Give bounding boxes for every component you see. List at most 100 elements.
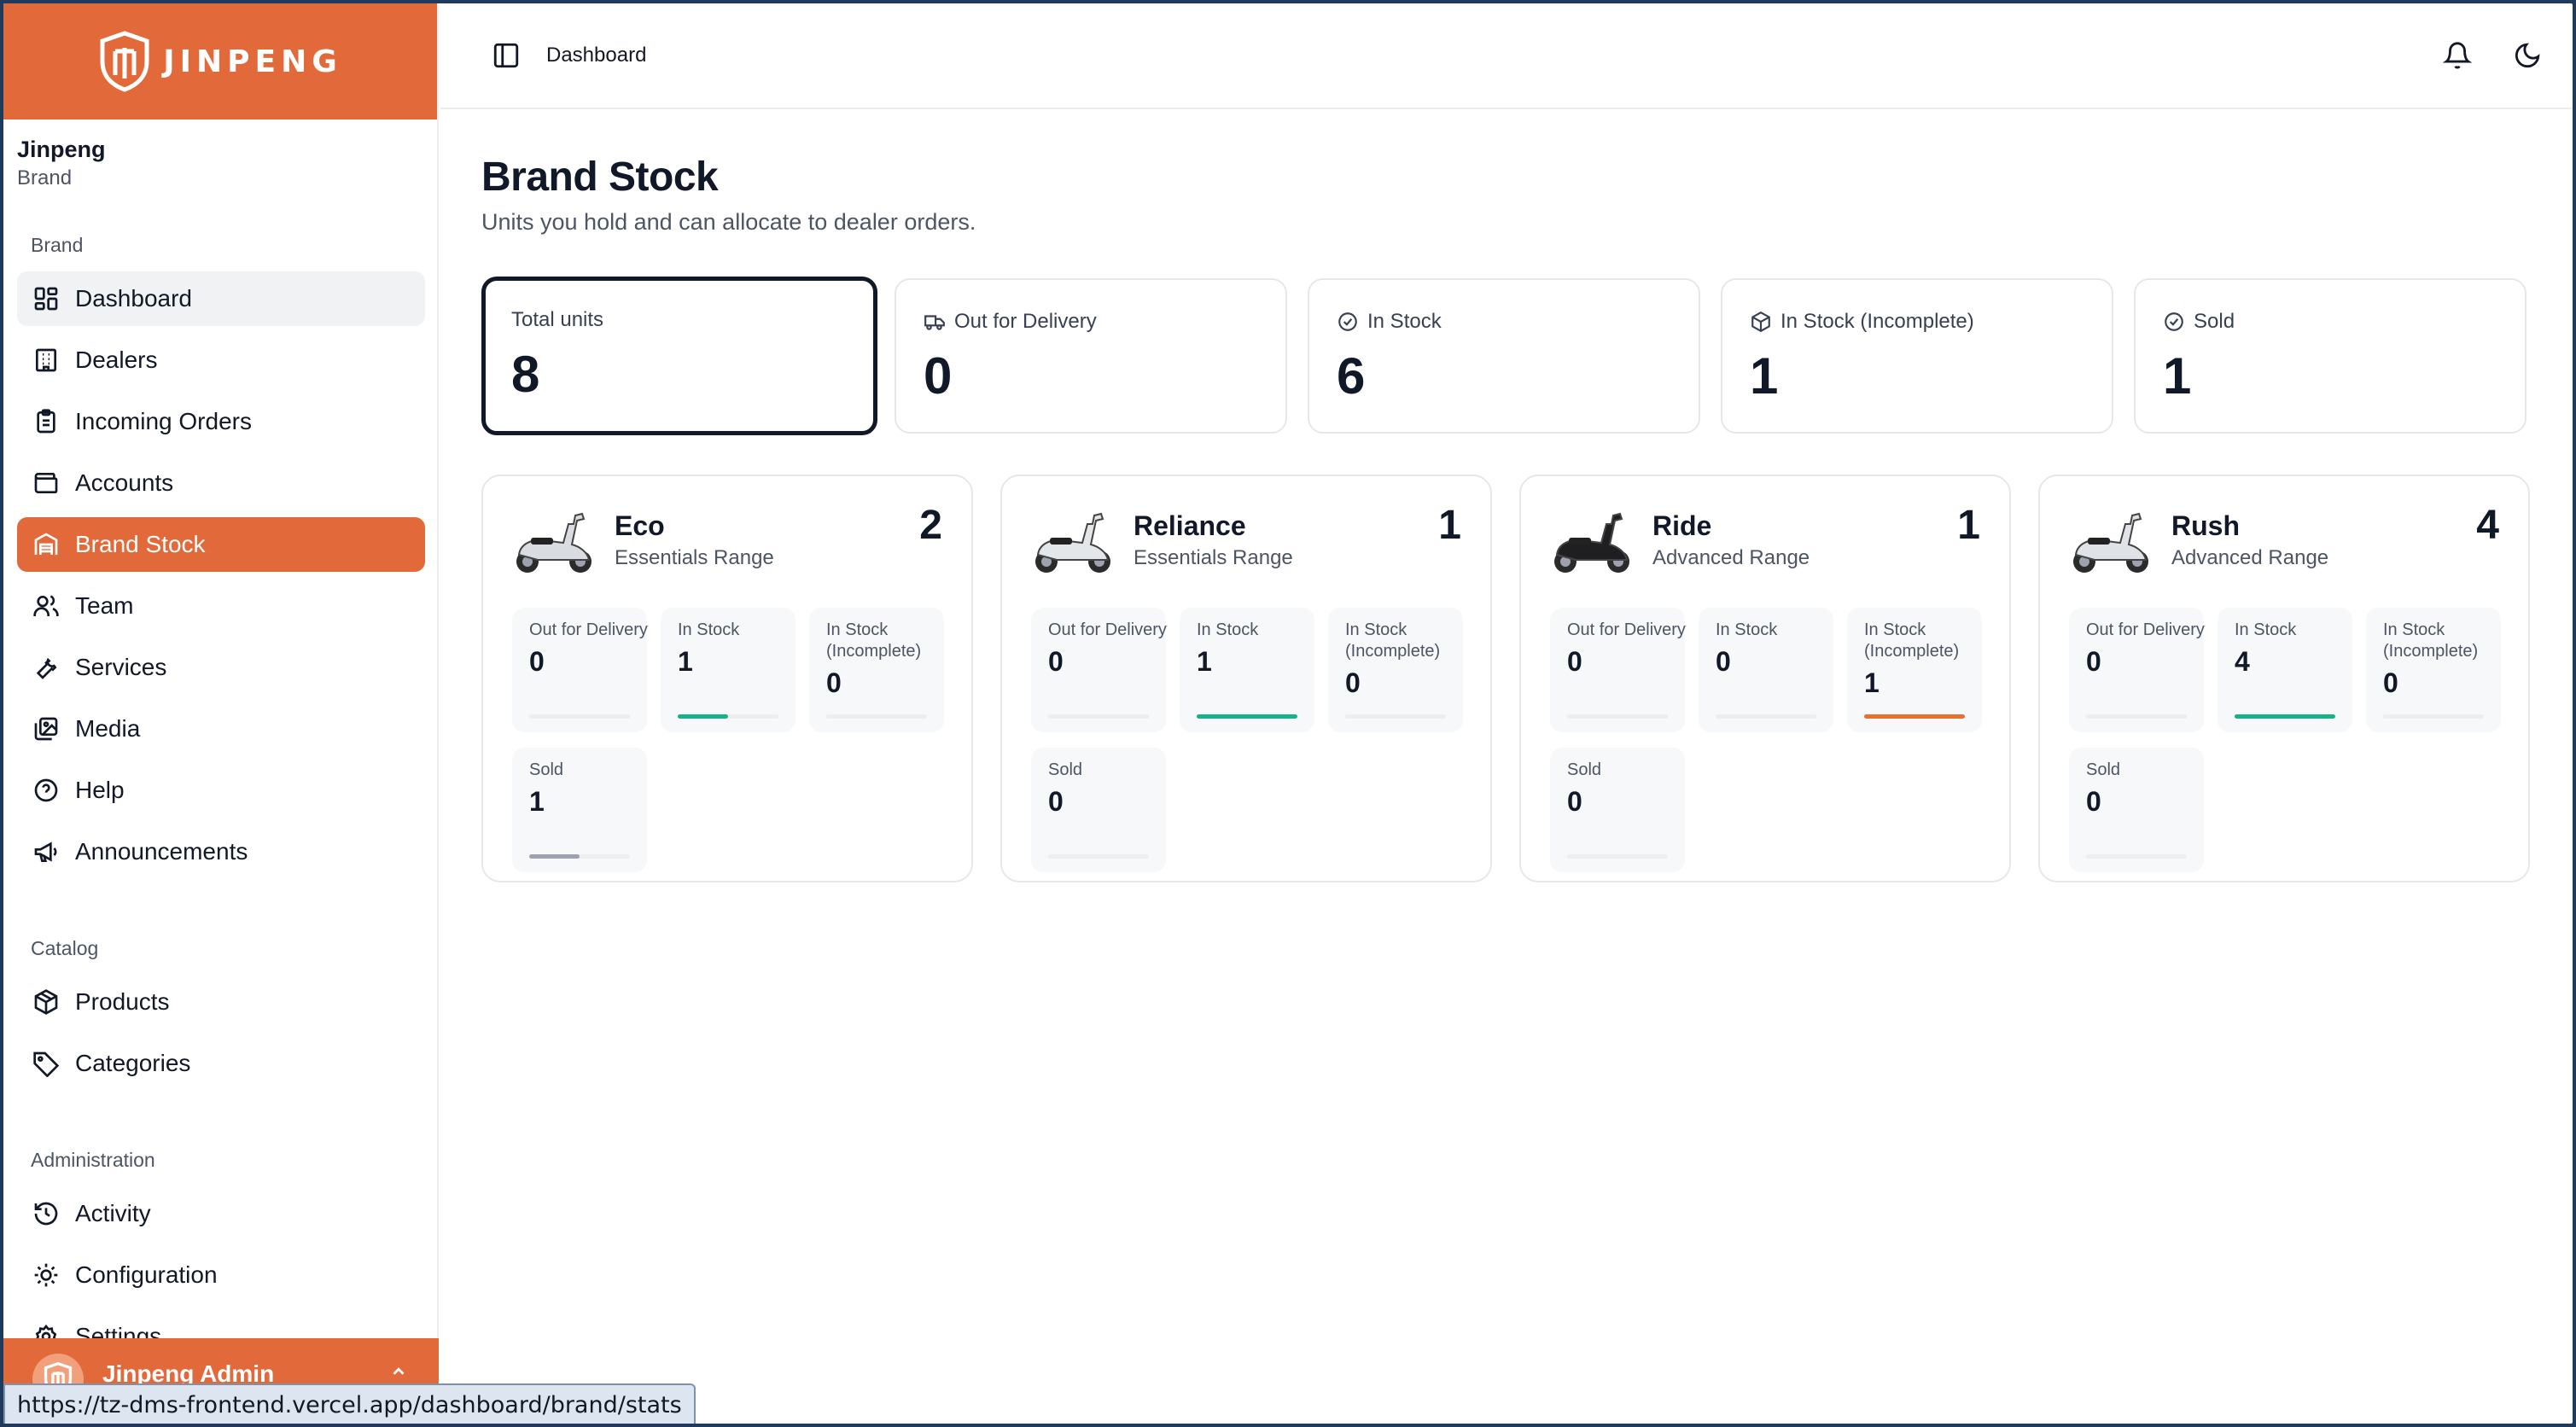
stock-cell-value: 0 [2086, 786, 2101, 817]
sidebar-toggle-icon[interactable] [492, 41, 521, 70]
stock-cell-out: Out for Delivery 0 [2069, 608, 2205, 732]
sidebar-item-dealers[interactable]: Dealers [17, 333, 425, 387]
stock-cell-label: In Stock (Incomplete) [2383, 620, 2479, 661]
stat-card-in-stock-incomplete[interactable]: In Stock (Incomplete) 1 [1721, 278, 2113, 434]
model-name: Eco [615, 510, 665, 541]
stat-card-sold[interactable]: Sold 1 [2134, 278, 2526, 434]
stock-cell-out: Out for Delivery 0 [1031, 608, 1167, 732]
stock-progress-track [1197, 714, 1297, 719]
stock-cell-label: In Stock (Incomplete) [1345, 620, 1441, 661]
sidebar-item-label: Services [75, 654, 167, 680]
sidebar-item-configuration[interactable]: Configuration [17, 1248, 425, 1302]
stock-progress-track [2086, 854, 2187, 859]
model-card-eco[interactable]: Eco Essentials Range 2 Out for Delivery 0 In … [481, 475, 973, 882]
layout-grid-icon [34, 287, 58, 311]
stock-progress-track [678, 714, 778, 719]
stat-card-out-for-delivery[interactable]: Out for Delivery 0 [895, 278, 1287, 434]
stat-label: Out for Delivery [954, 310, 1097, 333]
brand-logo-bar[interactable]: JINPENG [3, 3, 437, 119]
stock-cell-label: In Stock [678, 620, 740, 639]
stock-cell-label: In Stock [1197, 620, 1259, 639]
stock-progress-track [1864, 714, 1965, 719]
stock-progress-track [1716, 714, 1816, 719]
truck-icon [924, 315, 945, 330]
wallet-icon [34, 473, 58, 493]
check-circle-icon [1338, 312, 1357, 331]
sidebar-item-label: Categories [75, 1050, 191, 1076]
stock-cell-value: 0 [529, 646, 545, 677]
history-icon [34, 1202, 58, 1226]
stock-progress-track [2383, 714, 2484, 719]
model-range: Advanced Range [2171, 546, 2329, 569]
stock-progress-track [529, 714, 630, 719]
stock-progress-fill [2235, 714, 2335, 719]
wrench-icon [36, 657, 57, 679]
stock-cell-in: In Stock 4 [2218, 608, 2352, 732]
shield-logo-icon [100, 31, 149, 92]
app-window: JINPENG Jinpeng Brand Brand Dashboard De… [3, 3, 2573, 1424]
sidebar-item-help[interactable]: Help [17, 763, 425, 818]
stat-value: 0 [924, 347, 953, 405]
stock-cell-label: In Stock [1716, 620, 1778, 639]
model-card-reliance[interactable]: Reliance Essentials Range 1 Out for Deliver… [1000, 475, 1492, 882]
model-card-rush[interactable]: Rush Advanced Range 4 Out for Delivery 0 In S… [2038, 475, 2530, 882]
stock-progress-track [1048, 714, 1149, 719]
sidebar-item-categories[interactable]: Categories [17, 1036, 425, 1091]
sidebar-item-products[interactable]: Products [17, 975, 425, 1029]
stat-card-in-stock[interactable]: In Stock 6 [1308, 278, 1700, 434]
stock-cell-label: In Stock (Incomplete) [1864, 620, 1960, 661]
breadcrumb[interactable]: Dashboard [546, 44, 647, 67]
sidebar-item-label: Incoming Orders [75, 408, 252, 434]
sidebar-item-accounts[interactable]: Accounts [17, 456, 425, 510]
sidebar-item-label: Accounts [75, 469, 174, 496]
sidebar-item-announcements[interactable]: Announcements [17, 824, 425, 879]
model-count: 1 [1957, 503, 1980, 548]
sidebar-item-incoming-orders[interactable]: Incoming Orders [17, 394, 425, 449]
chevron-up-icon [393, 1367, 405, 1375]
model-range: Essentials Range [615, 546, 774, 569]
stock-cell-incomplete: In Stock (Incomplete) 1 [1847, 608, 1982, 732]
sidebar-item-label: Help [75, 777, 125, 803]
stock-progress-track [1345, 714, 1446, 719]
stats-row: Total units 8 Out for Delivery 0 In Stoc… [481, 277, 2528, 437]
sidebar-item-dashboard[interactable]: Dashboard [17, 271, 425, 326]
model-range: Essentials Range [1134, 546, 1293, 569]
stock-progress-fill [529, 854, 580, 859]
stock-progress-track [1567, 854, 1668, 859]
sidebar-item-activity[interactable]: Activity [17, 1186, 425, 1241]
stat-card-total-units[interactable]: Total units 8 [481, 277, 877, 435]
stock-cell-label: Out for Delivery [529, 620, 648, 639]
stock-cell-sold: Sold 0 [2069, 748, 2204, 872]
sidebar-item-media[interactable]: Media [17, 702, 425, 756]
stat-value: 6 [1337, 347, 1366, 405]
stock-cell-value: 0 [1048, 786, 1064, 817]
sidebar-item-brand-stock[interactable]: Brand Stock [17, 517, 425, 572]
help-circle-icon [34, 778, 58, 802]
stock-cell-sold: Sold 1 [512, 748, 647, 872]
org-switcher[interactable]: Jinpeng Brand [3, 119, 437, 190]
stock-cell-value: 0 [1716, 646, 1731, 677]
stock-cell-value: 0 [1048, 646, 1064, 677]
stock-cell-label: Sold [529, 760, 564, 779]
moon-icon[interactable] [2513, 41, 2542, 70]
model-card-ride[interactable]: Ride Advanced Range 1 Out for Delivery 0 In S… [1519, 475, 2011, 882]
sidebar-item-team[interactable]: Team [17, 579, 425, 633]
bell-icon[interactable] [2443, 41, 2472, 70]
stock-cell-label: Out for Delivery [1567, 620, 1686, 639]
sidebar-item-label: Dealers [75, 347, 158, 373]
stock-progress-fill [1197, 714, 1297, 719]
stock-cell-in: In Stock 0 [1699, 608, 1833, 732]
images-icon [34, 717, 58, 741]
warehouse-icon [34, 533, 58, 555]
sidebar-item-services[interactable]: Services [17, 640, 425, 695]
org-name: Jinpeng [17, 137, 106, 162]
stat-value: 1 [2163, 347, 2192, 405]
stock-cell-incomplete: In Stock (Incomplete) 0 [1328, 608, 1463, 732]
stock-cell-out: Out for Delivery 0 [512, 608, 648, 732]
main-content: Brand Stock Units you hold and can alloc… [440, 111, 2573, 1424]
tag-icon [33, 1051, 60, 1077]
stat-label: Sold [2194, 310, 2235, 333]
model-cards: Eco Essentials Range 2 Out for Delivery 0 In … [481, 475, 2530, 882]
stock-cell-in: In Stock 1 [1180, 608, 1314, 732]
model-count: 2 [919, 503, 942, 548]
